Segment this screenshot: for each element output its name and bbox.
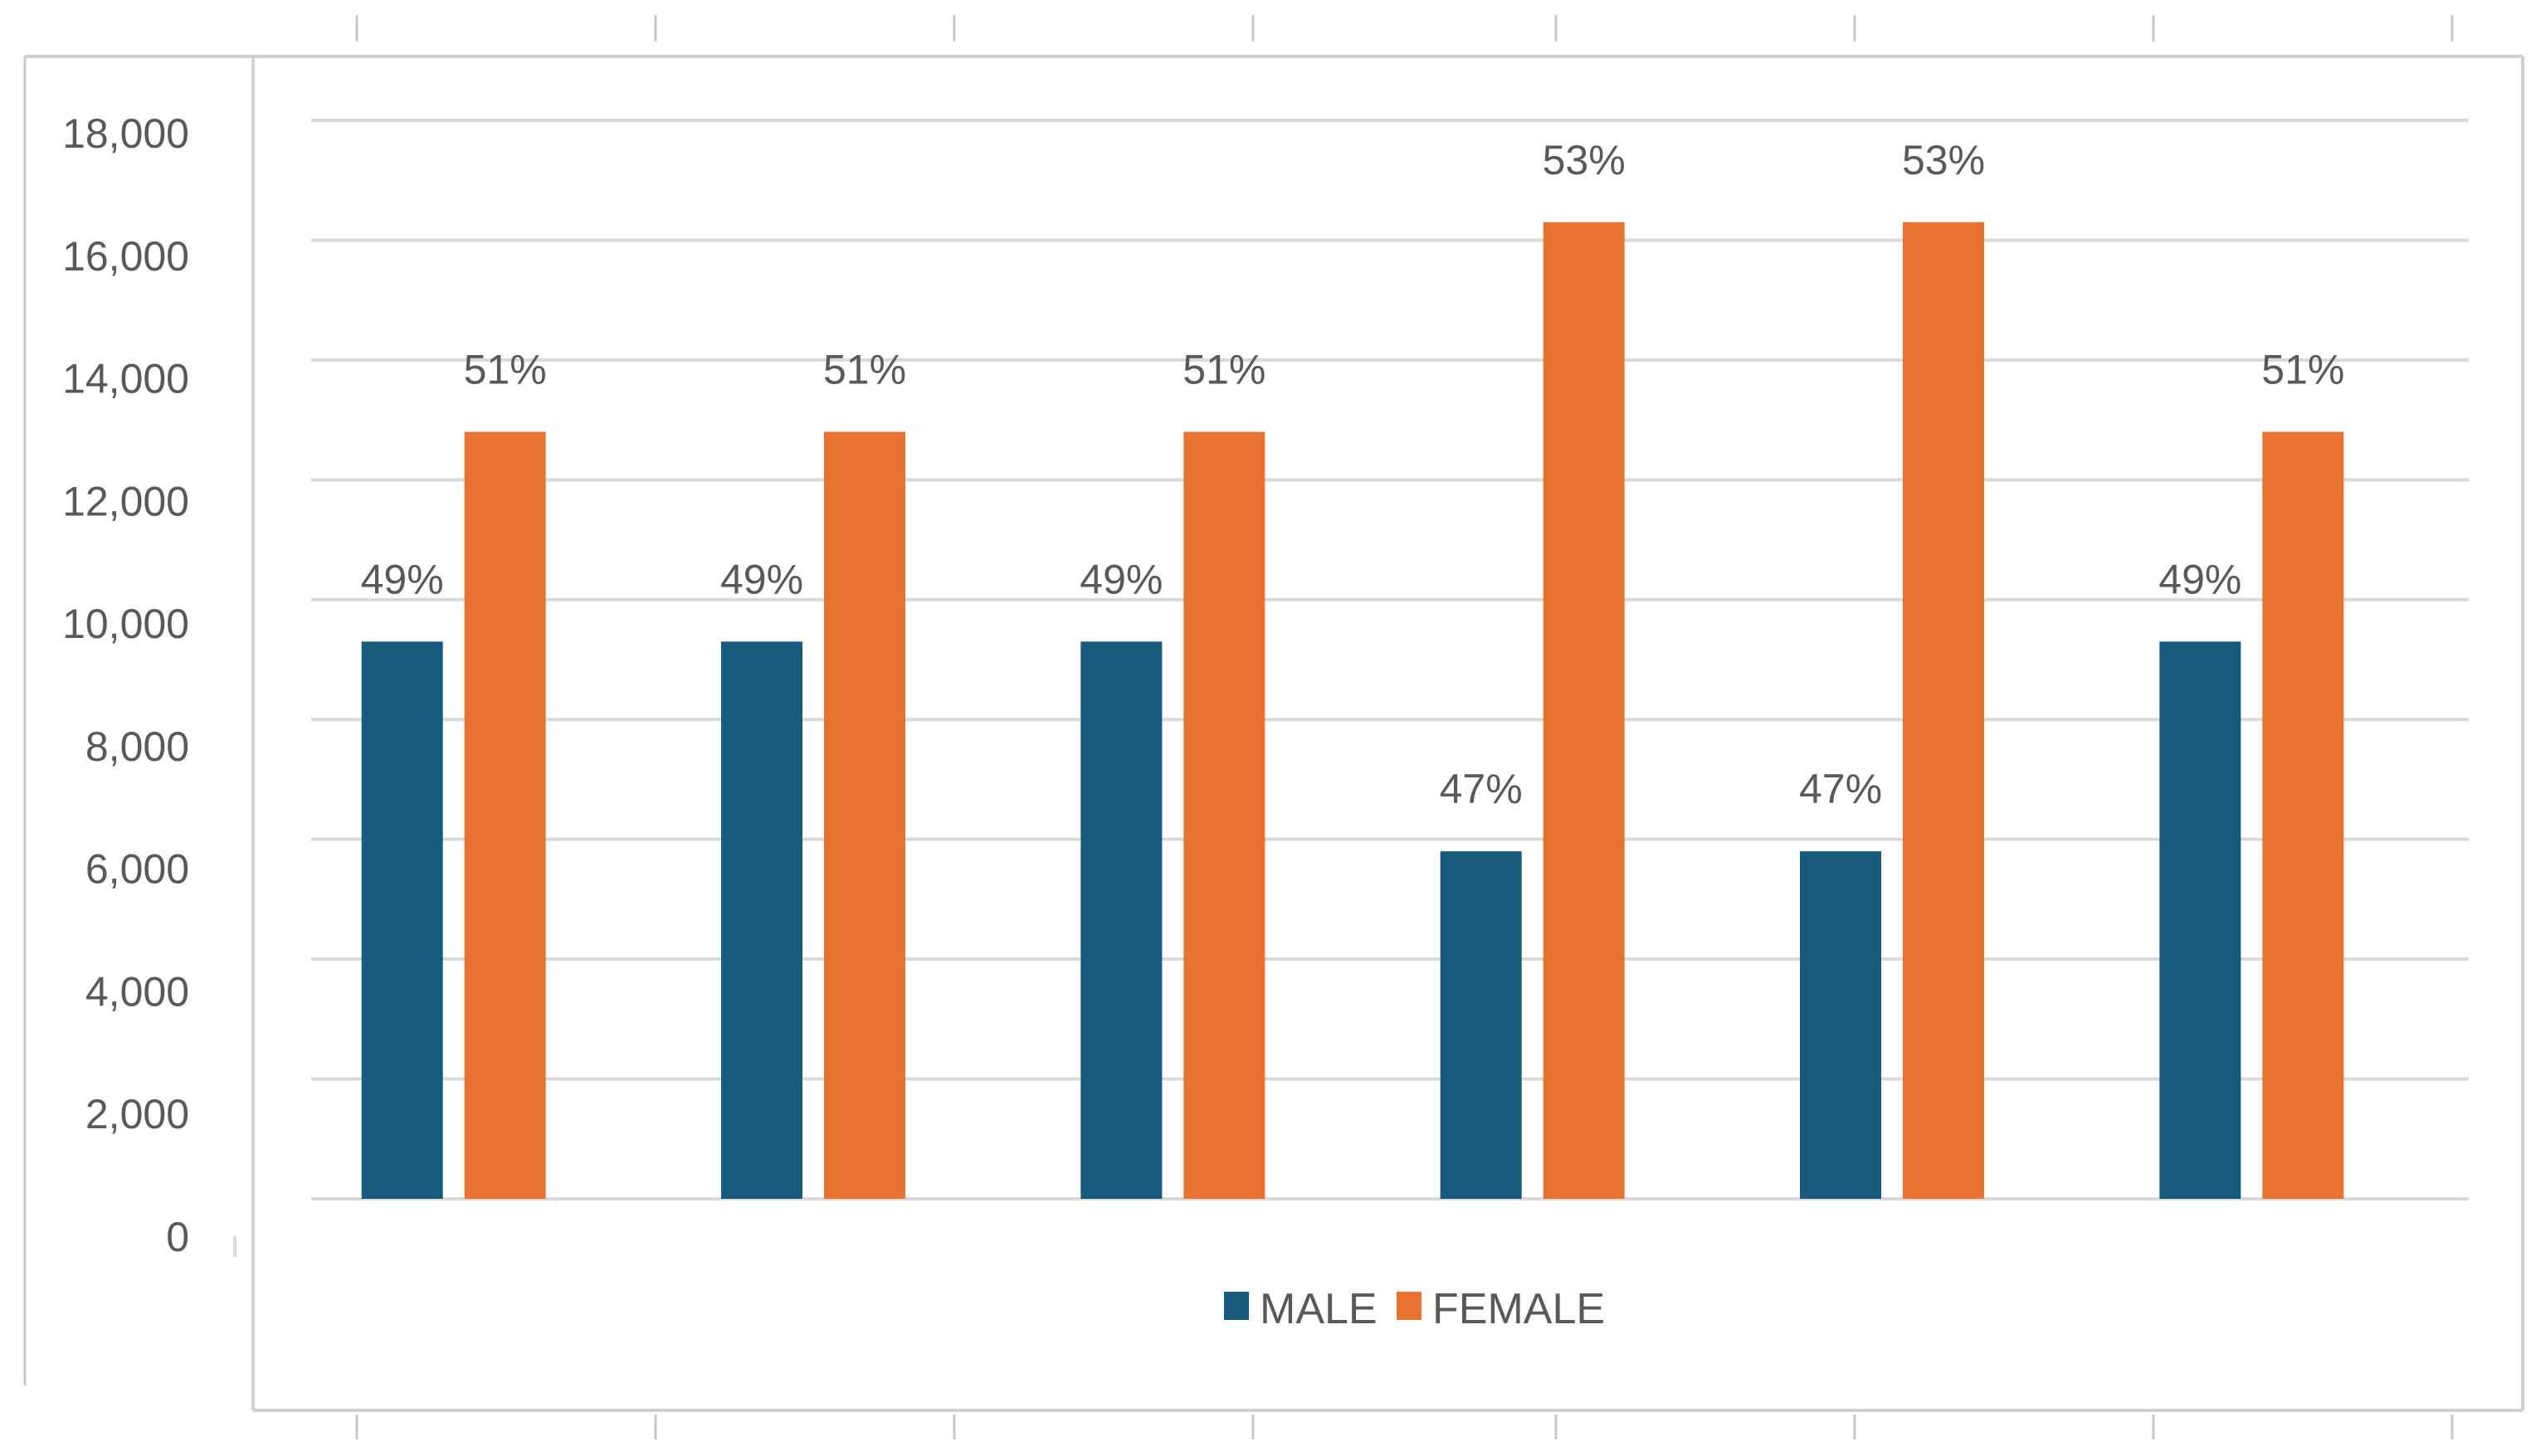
y-tick-label: 0 (166, 1214, 189, 1260)
y-tick-label: 4,000 (85, 968, 189, 1015)
bar-male-4 (1800, 851, 1881, 1199)
gridlines (311, 119, 2469, 1200)
data-label-female-2: 51% (1183, 347, 1266, 393)
legend-label-male: MALE (1260, 1285, 1378, 1333)
data-label-male-4: 47% (1799, 766, 1882, 812)
y-tick-label: 6,000 (85, 846, 189, 893)
data-label-female-5: 51% (2261, 347, 2344, 393)
bar-male-5 (2159, 641, 2241, 1199)
y-axis-ticks: 0 2,000 4,000 6,000 8,000 10,000 12,000 14,000 1… (62, 110, 237, 1260)
bars (361, 222, 2344, 1199)
bar-female-2 (1183, 431, 1266, 1199)
y-tick-label: 18,000 (62, 110, 189, 157)
chart-frame (23, 55, 2524, 1412)
y-tick-label: 12,000 (62, 478, 189, 524)
y-tick-label: 16,000 (62, 233, 189, 280)
data-label-male-2: 49% (1080, 556, 1163, 602)
bar-female-0 (464, 431, 546, 1199)
y-tick-label: 2,000 (85, 1091, 189, 1137)
bar-male-2 (1080, 641, 1163, 1199)
data-label-female-0: 51% (464, 347, 547, 393)
y-tick-label: 14,000 (62, 356, 189, 402)
bar-female-1 (824, 431, 905, 1199)
legend-swatch-male (1224, 1292, 1249, 1320)
bar-female-5 (2262, 431, 2344, 1199)
bar-male-0 (361, 641, 443, 1199)
bar-female-4 (1903, 222, 1984, 1199)
sheet-guides (355, 15, 2454, 1439)
bar-male-1 (721, 641, 802, 1199)
data-label-male-5: 49% (2158, 556, 2241, 602)
legend: MALE FEMALE (1224, 1285, 1605, 1333)
data-labels: 49% 51% 49% 51% 49% 51% 47% 53% 47% 53% 49% 51% (361, 137, 2345, 812)
y-tick-label: 8,000 (85, 723, 189, 770)
data-label-male-3: 47% (1440, 766, 1523, 812)
data-label-male-0: 49% (361, 556, 444, 602)
data-label-male-1: 49% (720, 556, 803, 602)
data-label-female-3: 53% (1543, 137, 1626, 183)
bar-female-3 (1543, 222, 1625, 1199)
data-label-female-4: 53% (1902, 137, 1985, 183)
bar-male-3 (1440, 851, 1522, 1199)
legend-swatch-female (1397, 1292, 1422, 1320)
data-label-female-1: 51% (823, 347, 906, 393)
y-tick-label: 10,000 (62, 601, 189, 647)
legend-label-female: FEMALE (1432, 1285, 1605, 1333)
